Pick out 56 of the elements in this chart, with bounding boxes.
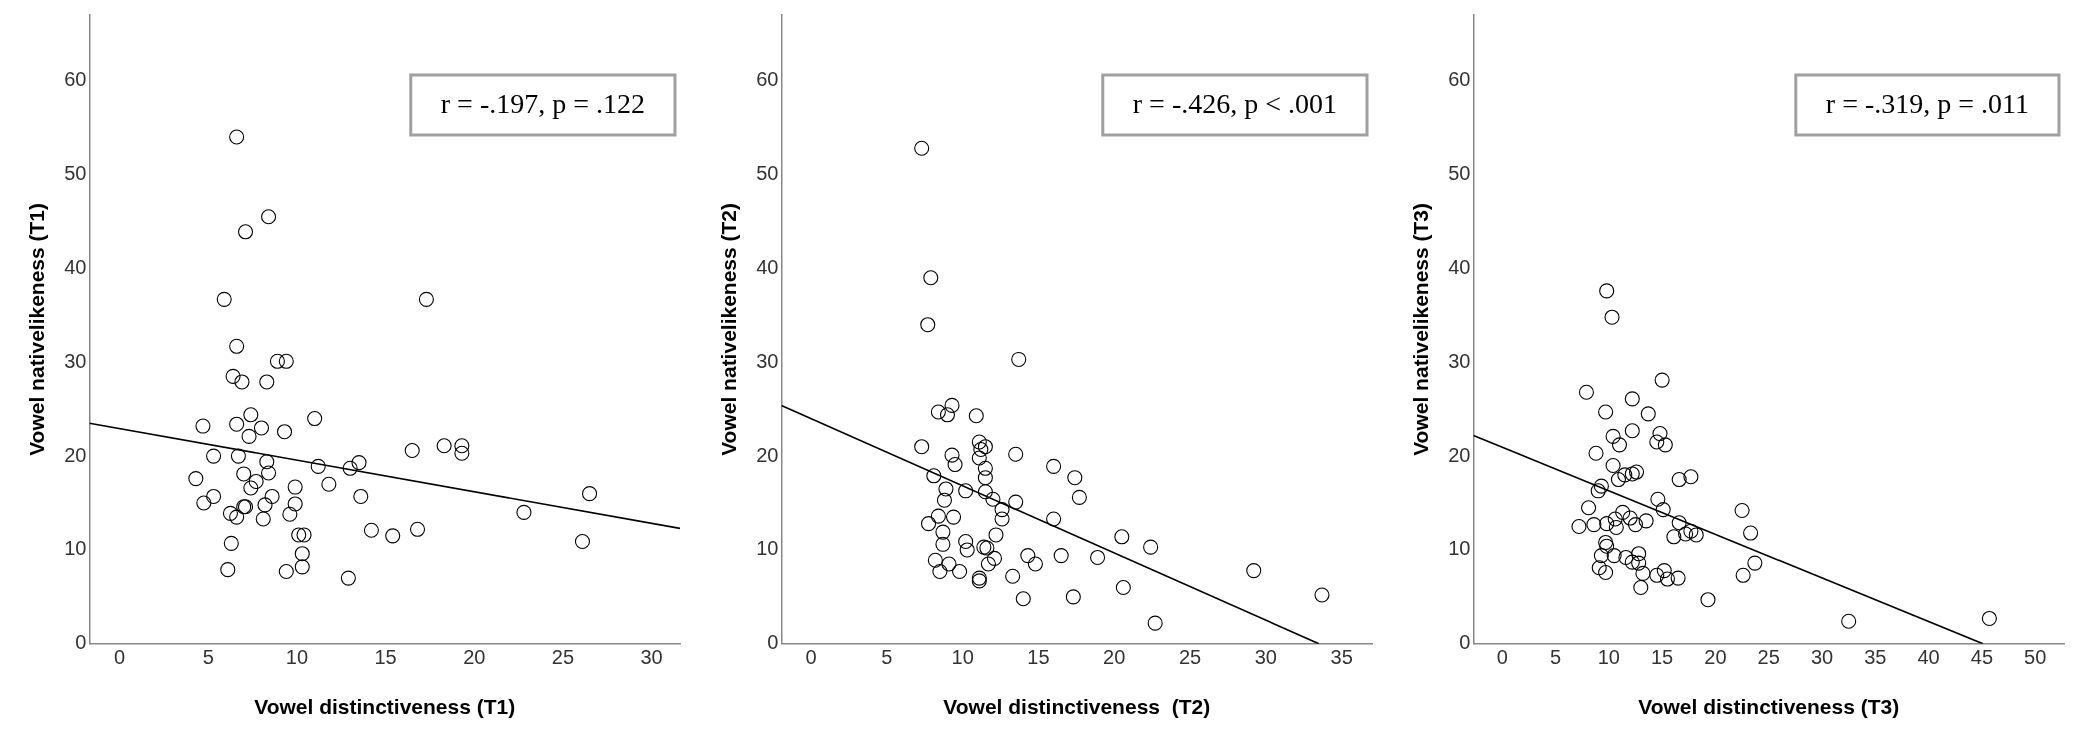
y-tick-label: 0 bbox=[1459, 631, 1471, 654]
y-tick-label: 20 bbox=[756, 443, 779, 466]
x-tick-label: 10 bbox=[951, 646, 974, 669]
y-tick-label: 60 bbox=[64, 68, 87, 91]
y-tick-label: 40 bbox=[64, 255, 87, 278]
annotation: r = -.197, p = .122 bbox=[440, 88, 645, 120]
y-tick-label: 10 bbox=[64, 537, 87, 560]
x-tick-label: 50 bbox=[2024, 646, 2047, 669]
y-tick-label: 60 bbox=[1448, 68, 1471, 91]
x-tick-label: 0 bbox=[114, 646, 126, 669]
x-tick-label: 40 bbox=[1917, 646, 1940, 669]
y-tick-label: 40 bbox=[1448, 255, 1471, 278]
annotation: r = -.426, p < .001 bbox=[1132, 88, 1337, 120]
x-tick-label: 5 bbox=[202, 646, 214, 669]
y-axis-title: Vowel nativelikeness (T1) bbox=[25, 202, 49, 456]
x-axis-title: Vowel distinctiveness (T1) bbox=[254, 695, 516, 719]
x-tick-label: 15 bbox=[1651, 646, 1674, 669]
y-tick-label: 20 bbox=[1448, 443, 1471, 466]
y-tick-label: 20 bbox=[64, 443, 87, 466]
x-tick-label: 5 bbox=[1549, 646, 1562, 669]
y-tick-label: 10 bbox=[756, 537, 779, 560]
x-tick-label: 5 bbox=[881, 646, 893, 669]
x-tick-label: 15 bbox=[374, 646, 397, 669]
y-tick-label: 0 bbox=[75, 631, 87, 654]
y-tick-label: 60 bbox=[756, 68, 779, 91]
x-tick-label: 20 bbox=[463, 646, 486, 669]
x-tick-label: 0 bbox=[1496, 646, 1508, 669]
x-tick-label: 30 bbox=[1254, 646, 1277, 669]
y-tick-label: 30 bbox=[1448, 349, 1471, 372]
x-tick-label: 30 bbox=[640, 646, 663, 669]
x-tick-label: 10 bbox=[285, 646, 309, 669]
x-tick-label: 35 bbox=[1864, 646, 1887, 669]
y-tick-label: 10 bbox=[1448, 537, 1471, 560]
y-tick-label: 0 bbox=[767, 631, 779, 654]
y-tick-label: 30 bbox=[64, 349, 87, 372]
y-tick-label: 30 bbox=[756, 349, 779, 372]
y-tick-label: 40 bbox=[756, 255, 779, 278]
x-tick-label: 25 bbox=[1178, 646, 1202, 669]
x-tick-label: 0 bbox=[805, 646, 817, 669]
x-tick-label: 20 bbox=[1103, 646, 1126, 669]
x-tick-label: 25 bbox=[1757, 646, 1780, 669]
y-tick-label: 50 bbox=[756, 162, 779, 185]
x-axis-title: Vowel distinctiveness (T3) bbox=[1638, 695, 1900, 719]
x-tick-label: 25 bbox=[551, 646, 575, 669]
x-axis-title: Vowel distinctiveness (T2) bbox=[943, 695, 1211, 719]
x-tick-label: 10 bbox=[1597, 646, 1620, 669]
y-tick-label: 50 bbox=[1448, 162, 1471, 185]
x-tick-label: 15 bbox=[1027, 646, 1050, 669]
y-axis-title: Vowel nativelikeness (T3) bbox=[1409, 202, 1433, 456]
x-tick-label: 20 bbox=[1704, 646, 1727, 669]
x-tick-label: 45 bbox=[1970, 646, 1994, 669]
x-tick-label: 30 bbox=[1810, 646, 1834, 669]
annotation: r = -.319, p = .011 bbox=[1825, 88, 2030, 120]
y-tick-label: 50 bbox=[64, 162, 87, 185]
y-axis-title: Vowel nativelikeness (T2) bbox=[717, 202, 741, 456]
x-tick-label: 35 bbox=[1330, 646, 1353, 669]
